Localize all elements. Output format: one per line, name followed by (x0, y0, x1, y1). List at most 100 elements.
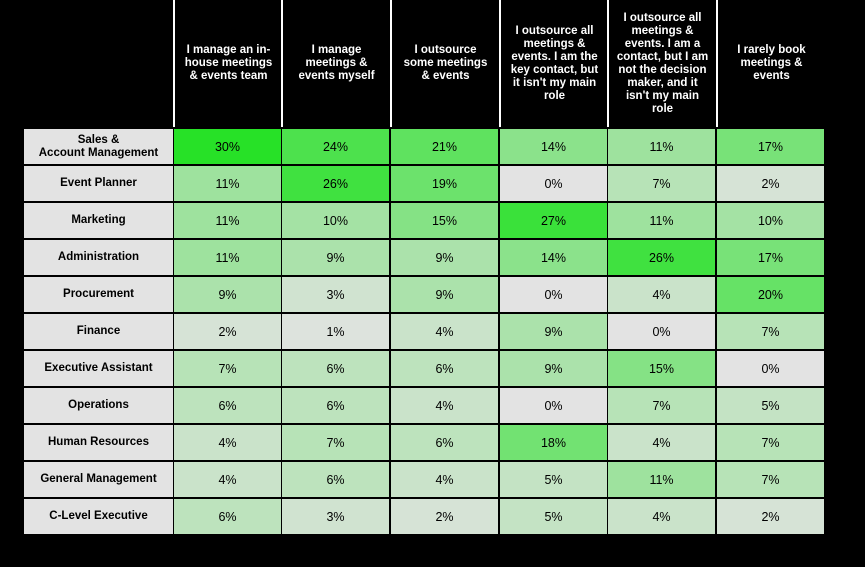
row-label: Executive Assistant (24, 351, 173, 386)
heat-cell: 26% (282, 166, 389, 201)
column-header: I rarely book meetings & events (716, 0, 825, 127)
heat-cell: 4% (174, 425, 281, 460)
cell-value-label: 4% (652, 435, 671, 450)
cell-value-label: 14% (540, 250, 567, 265)
row-label-text: C-Level Executive (49, 510, 148, 522)
cell-value-label: 4% (652, 287, 671, 302)
heat-cell: 9% (391, 240, 498, 275)
cell-value-label: 0% (544, 176, 563, 191)
heat-cell: 19% (391, 166, 498, 201)
row-label: Marketing (24, 203, 173, 238)
cell-value-label: 1% (326, 324, 345, 339)
cell-value-label: 7% (652, 398, 671, 413)
column-header: I manage an in-house meetings & events t… (173, 0, 282, 127)
cell-value-label: 0% (761, 361, 780, 376)
column-header: I outsource some meetings & events (390, 0, 499, 127)
row-label: Sales & Account Management (24, 129, 173, 164)
heat-cell: 14% (500, 240, 607, 275)
heat-cell: 7% (717, 314, 824, 349)
cell-value-label: 26% (648, 250, 675, 265)
cell-value-label: 11% (215, 250, 240, 265)
heat-cell: 6% (391, 425, 498, 460)
cell-value-label: 6% (218, 509, 237, 524)
cell-value-label: 0% (652, 324, 671, 339)
cell-value-label: 2% (761, 176, 780, 191)
cell-value-label: 9% (435, 287, 454, 302)
row-label-text: Event Planner (60, 177, 137, 189)
heat-cell: 17% (717, 240, 824, 275)
heat-cell: 15% (608, 351, 715, 386)
heat-cell: 4% (608, 425, 715, 460)
cell-value-label: 11% (649, 472, 674, 487)
heat-cell: 7% (608, 166, 715, 201)
row-label: Event Planner (24, 166, 173, 201)
heat-cell: 7% (717, 462, 824, 497)
cell-value-label: 7% (761, 472, 780, 487)
cell-value-label: 15% (431, 213, 458, 228)
column-header-label: I manage meetings & events myself (298, 44, 375, 82)
cell-value-label: 6% (435, 435, 454, 450)
row-label: General Management (24, 462, 173, 497)
cell-value-label: 24% (322, 139, 349, 154)
heat-cell: 14% (500, 129, 607, 164)
column-header-label: I outsource some meetings & events (403, 44, 488, 82)
cell-value-label: 7% (326, 435, 345, 450)
row-label-text: Marketing (71, 214, 126, 226)
row-label: Finance (24, 314, 173, 349)
heat-cell: 6% (174, 388, 281, 423)
heat-cell: 0% (608, 314, 715, 349)
cell-value-label: 3% (326, 509, 345, 524)
heat-cell: 0% (500, 388, 607, 423)
heat-cell: 11% (608, 462, 715, 497)
column-header: I outsource all meetings & events. I am … (607, 0, 716, 127)
cell-value-label: 14% (540, 139, 567, 154)
heat-cell: 0% (717, 351, 824, 386)
row-label-text: Operations (68, 399, 129, 411)
cell-value-label: 2% (218, 324, 237, 339)
row-label: Human Resources (24, 425, 173, 460)
heat-cell: 5% (500, 499, 607, 534)
row-label: Procurement (24, 277, 173, 312)
heat-cell: 9% (282, 240, 389, 275)
cell-value-label: 18% (540, 435, 567, 450)
row-label-text: Executive Assistant (44, 362, 153, 374)
cell-value-label: 6% (326, 398, 345, 413)
heat-cell: 4% (608, 277, 715, 312)
row-label: C-Level Executive (24, 499, 173, 534)
heat-cell: 6% (282, 388, 389, 423)
heat-cell: 2% (717, 166, 824, 201)
heat-cell: 7% (282, 425, 389, 460)
column-header: I manage meetings & events myself (281, 0, 390, 127)
heat-cell: 6% (282, 351, 389, 386)
cell-value-label: 6% (435, 361, 454, 376)
heat-cell: 5% (717, 388, 824, 423)
row-label-text: Sales & Account Management (38, 133, 159, 159)
cell-value-label: 4% (652, 509, 671, 524)
heat-cell: 0% (500, 166, 607, 201)
cell-value-label: 19% (431, 176, 458, 191)
cell-value-label: 7% (761, 324, 780, 339)
heat-cell: 18% (500, 425, 607, 460)
cell-value-label: 10% (322, 213, 349, 228)
cell-value-label: 30% (214, 139, 241, 154)
cell-value-label: 5% (544, 509, 563, 524)
heat-cell: 9% (500, 351, 607, 386)
cell-value-label: 5% (761, 398, 780, 413)
column-header-label: I rarely book meetings & events (737, 44, 806, 82)
cell-value-label: 4% (218, 472, 237, 487)
heat-cell: 3% (282, 499, 389, 534)
cell-value-label: 2% (761, 509, 780, 524)
cell-value-label: 11% (215, 176, 240, 191)
cell-value-label: 9% (218, 287, 237, 302)
heat-cell: 21% (391, 129, 498, 164)
cell-value-label: 9% (435, 250, 454, 265)
heat-cell: 4% (391, 388, 498, 423)
cell-value-label: 21% (431, 139, 458, 154)
heat-cell: 6% (174, 499, 281, 534)
heat-cell: 9% (391, 277, 498, 312)
heat-cell: 9% (174, 277, 281, 312)
cell-value-label: 11% (649, 213, 674, 228)
row-label: Operations (24, 388, 173, 423)
heat-cell: 0% (500, 277, 607, 312)
